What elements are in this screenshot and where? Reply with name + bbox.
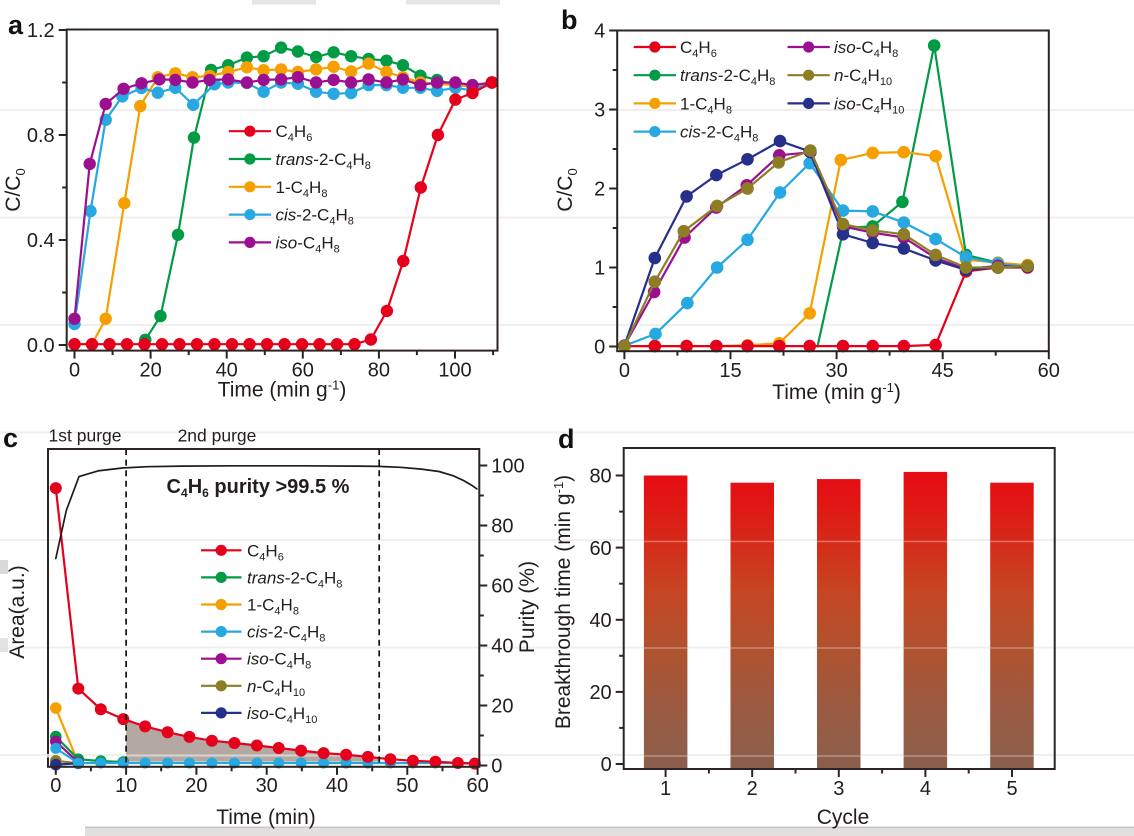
svg-text:45: 45 [932,360,954,382]
svg-text:1-C4​H8​: 1-C4​H8​ [680,94,732,116]
svg-text:1-C4​H8​: 1-C4​H8​ [247,596,299,618]
svg-text:iso-C4​H10​: iso-C4​H10​ [247,704,317,726]
svg-text:20: 20 [185,775,207,797]
svg-text:40: 40 [216,360,238,382]
svg-text:1: 1 [660,778,671,800]
svg-text:60: 60 [491,576,513,598]
svg-text:iso-C4​H8​: iso-C4​H8​ [276,233,340,255]
svg-text:Area(a.u.): Area(a.u.) [6,565,29,658]
svg-text:C4​H6​: C4​H6​ [276,122,313,144]
svg-text:80: 80 [589,466,611,488]
svg-text:cis-2-C4​H8​: cis-2-C4​H8​ [247,623,325,645]
svg-text:3: 3 [833,778,844,800]
svg-text:0: 0 [491,756,502,778]
svg-text:0: 0 [69,360,80,382]
svg-text:C4​H6​: C4​H6​ [247,541,284,563]
svg-text:trans-2-C4​H8​: trans-2-C4​H8​ [247,568,342,590]
svg-text:n-C4​H10​: n-C4​H10​ [834,66,892,88]
svg-text:40: 40 [589,610,611,632]
svg-text:C/C0​: C/C0​ [2,168,28,211]
svg-text:trans-2-C4​H8​: trans-2-C4​H8​ [680,66,775,88]
svg-text:0.4: 0.4 [27,230,55,252]
svg-text:1.2: 1.2 [27,20,55,42]
svg-text:60: 60 [466,775,488,797]
svg-text:c: c [3,423,18,453]
svg-text:60: 60 [1038,360,1060,382]
svg-text:C4​H6​: C4​H6​ [680,38,717,60]
svg-text:5: 5 [1006,778,1017,800]
svg-text:20: 20 [589,682,611,704]
svg-text:0.8: 0.8 [27,125,55,147]
svg-text:1-C4​H8​: 1-C4​H8​ [276,178,328,200]
svg-text:C/C0​: C/C0​ [554,168,580,211]
svg-text:C4​H6​ purity >99.5 %: C4​H6​ purity >99.5 % [167,476,350,500]
svg-text:80: 80 [368,360,390,382]
svg-text:3: 3 [594,100,605,122]
svg-text:80: 80 [491,516,513,538]
svg-text:Time (min g-1​): Time (min g-1​) [772,380,901,404]
svg-text:0: 0 [619,360,630,382]
svg-text:iso-C4​H8​: iso-C4​H8​ [247,650,311,672]
svg-text:10: 10 [115,775,137,797]
svg-text:4: 4 [920,778,931,800]
svg-text:50: 50 [396,775,418,797]
svg-text:iso-C4​H10​: iso-C4​H10​ [834,94,904,116]
svg-text:60: 60 [292,360,314,382]
svg-text:Breakthrough time (min g-1​): Breakthrough time (min g-1​) [551,475,575,729]
svg-text:2nd purge: 2nd purge [178,426,257,446]
svg-text:20: 20 [139,360,161,382]
svg-text:15: 15 [719,360,741,382]
svg-text:0: 0 [601,754,612,776]
svg-text:40: 40 [326,775,348,797]
svg-text:Time (min): Time (min) [216,806,316,829]
svg-text:100: 100 [438,360,471,382]
svg-text:20: 20 [491,696,513,718]
svg-text:0: 0 [594,337,605,359]
svg-text:30: 30 [825,360,847,382]
svg-text:1st purge: 1st purge [49,426,122,446]
svg-text:4: 4 [594,21,605,43]
svg-text:Purity (%): Purity (%) [516,561,539,653]
svg-text:Time (min g-1​): Time (min g-1​) [218,378,347,402]
svg-text:d: d [558,424,575,454]
svg-text:Cycle: Cycle [817,806,870,829]
svg-text:1: 1 [594,258,605,280]
svg-text:40: 40 [491,636,513,658]
svg-text:30: 30 [256,775,278,797]
svg-text:60: 60 [589,538,611,560]
svg-text:0: 0 [50,775,61,797]
svg-text:100: 100 [491,456,524,478]
svg-text:cis-2-C4​H8​: cis-2-C4​H8​ [680,123,758,145]
svg-text:iso-C4​H8​: iso-C4​H8​ [834,38,898,60]
svg-text:trans-2-C4​H8​: trans-2-C4​H8​ [276,150,371,172]
svg-text:b: b [561,5,578,35]
svg-text:cis-2-C4​H8​: cis-2-C4​H8​ [276,206,354,228]
svg-text:a: a [8,10,24,40]
svg-text:2: 2 [747,778,758,800]
svg-text:0.0: 0.0 [27,335,55,357]
svg-text:2: 2 [594,179,605,201]
svg-text:n-C4​H10​: n-C4​H10​ [247,677,305,699]
